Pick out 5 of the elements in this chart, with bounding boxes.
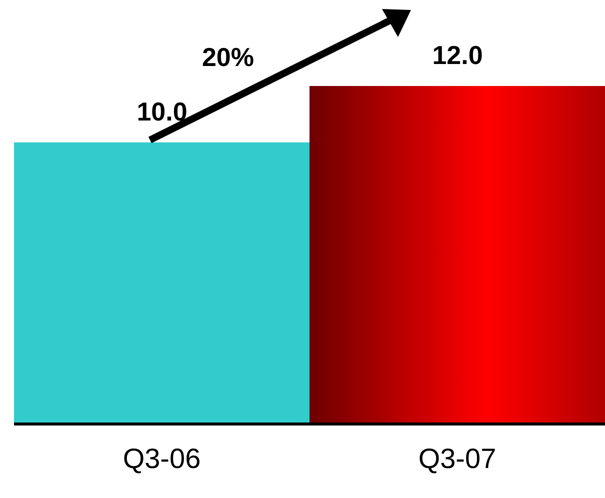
data-label: 12.0 [432, 40, 483, 70]
x-tick-label: Q3-06 [122, 442, 201, 474]
x-tick-label: Q3-07 [418, 442, 496, 474]
data-label: 10.0 [136, 96, 188, 126]
text: 20% [202, 42, 254, 72]
